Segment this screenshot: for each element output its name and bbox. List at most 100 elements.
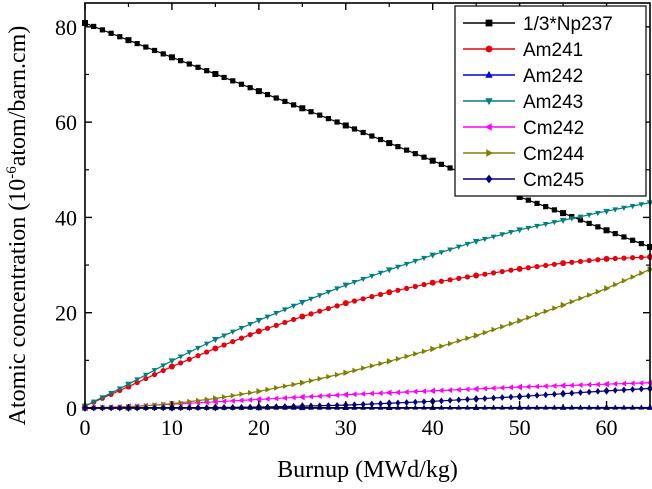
marker <box>595 224 601 230</box>
marker <box>204 396 210 403</box>
marker <box>377 400 384 407</box>
marker <box>447 277 453 283</box>
marker <box>420 388 427 395</box>
marker <box>334 286 340 292</box>
marker <box>620 380 627 387</box>
marker <box>204 68 210 74</box>
marker <box>151 368 158 374</box>
marker <box>455 244 462 250</box>
data-point <box>602 380 609 388</box>
marker <box>238 335 245 341</box>
marker <box>395 355 402 362</box>
data-point <box>473 332 480 339</box>
data-point <box>429 157 436 164</box>
marker <box>395 144 401 150</box>
marker <box>613 281 619 288</box>
marker <box>377 136 384 143</box>
marker <box>186 61 192 67</box>
marker <box>482 329 488 336</box>
legend-marker <box>485 70 493 78</box>
marker <box>178 58 184 64</box>
marker <box>577 217 584 223</box>
marker <box>595 257 601 263</box>
legend-item: Am242 <box>463 66 583 87</box>
marker <box>247 403 253 411</box>
marker <box>333 392 340 398</box>
marker <box>221 394 228 400</box>
marker <box>525 197 531 203</box>
legend-marker <box>485 174 493 184</box>
data-point <box>255 88 262 95</box>
marker <box>464 274 471 280</box>
marker <box>316 393 322 399</box>
marker <box>404 399 410 406</box>
data-point <box>386 358 393 365</box>
marker <box>143 44 149 50</box>
marker <box>368 273 375 280</box>
marker <box>438 387 444 394</box>
marker <box>291 316 297 323</box>
marker <box>456 275 462 281</box>
data-point <box>603 227 610 234</box>
axes-layer: 0 10 20 30 40 50 60 0 20 40 60 80 <box>55 3 650 440</box>
marker <box>421 398 427 406</box>
x-tick-label: 20 <box>248 415 270 440</box>
legend-item: Am243 <box>463 92 583 113</box>
marker <box>360 391 366 397</box>
data-point <box>560 260 567 267</box>
marker <box>568 382 574 389</box>
legend-marker <box>485 45 493 53</box>
marker <box>264 396 270 402</box>
marker <box>291 102 297 108</box>
marker <box>334 303 340 309</box>
marker <box>317 375 323 382</box>
marker <box>456 338 462 344</box>
marker <box>438 278 444 284</box>
marker <box>247 332 253 338</box>
marker <box>360 276 367 283</box>
marker <box>220 398 227 405</box>
marker <box>282 383 289 390</box>
marker <box>508 320 515 327</box>
y-tick-label: 80 <box>55 15 77 40</box>
series-am243 <box>81 200 652 410</box>
marker <box>621 234 627 240</box>
marker <box>281 395 288 401</box>
marker <box>568 216 575 222</box>
y-axis-title: Atomic concentration (10-6atom/barn.cm) <box>4 26 31 426</box>
marker <box>621 277 628 284</box>
marker <box>308 109 314 115</box>
legend-marker <box>485 98 493 106</box>
y-axis-title-exponent: -6 <box>4 166 20 179</box>
data-point <box>343 369 350 377</box>
marker <box>578 295 584 302</box>
marker <box>638 385 644 393</box>
marker <box>404 353 410 360</box>
marker <box>577 382 583 388</box>
marker <box>360 400 366 408</box>
marker <box>326 373 332 380</box>
marker <box>316 293 323 299</box>
marker <box>499 232 506 238</box>
marker <box>621 255 627 261</box>
marker <box>308 311 314 317</box>
marker <box>178 399 184 406</box>
marker <box>421 255 427 262</box>
marker <box>586 381 592 388</box>
marker <box>282 319 288 326</box>
marker <box>508 267 514 273</box>
marker <box>586 388 592 396</box>
marker <box>465 335 471 342</box>
marker <box>186 350 193 356</box>
marker <box>238 397 244 404</box>
marker <box>195 397 202 404</box>
marker <box>421 281 427 288</box>
marker <box>490 394 497 402</box>
marker <box>264 314 271 320</box>
marker <box>438 397 444 405</box>
marker <box>526 314 532 321</box>
marker <box>134 377 141 383</box>
marker <box>308 377 315 384</box>
data-point <box>299 105 306 112</box>
marker <box>412 388 418 395</box>
